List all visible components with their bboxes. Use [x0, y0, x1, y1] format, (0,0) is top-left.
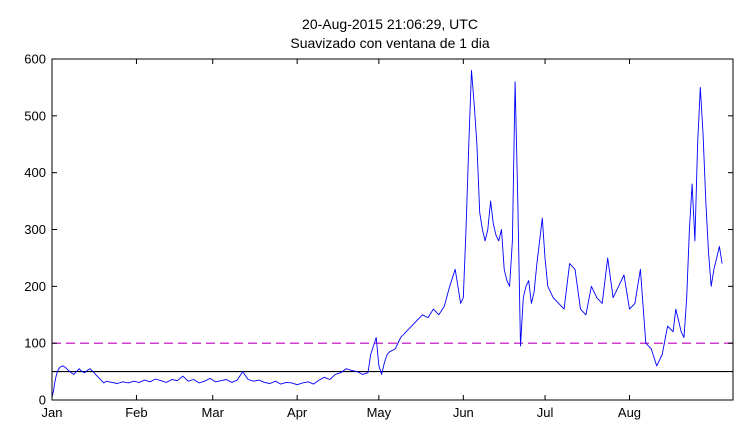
y-tick-label-200: 200: [24, 279, 46, 294]
y-tick-label-600: 600: [24, 52, 46, 67]
x-tick-label-jan: Jan: [42, 405, 63, 420]
chart-subtitle: Suavizado con ventana de 1 dia: [290, 35, 489, 51]
y-tick-label-400: 400: [24, 165, 46, 180]
series-line-0: [51, 69, 723, 398]
x-tick-label-jul: Jul: [537, 405, 554, 420]
x-tick-label-mar: Mar: [202, 405, 225, 420]
plot-area: 0 100 200 300 400 500 600 Jan Feb Mar Apr May Jun Jul…: [24, 52, 734, 420]
y-tick-label-100: 100: [24, 336, 46, 351]
y-tick-label-300: 300: [24, 222, 46, 237]
chart-title: 20-Aug-2015 21:06:29, UTC: [302, 16, 478, 32]
x-tick-label-may: May: [367, 405, 392, 420]
y-tick-label-500: 500: [24, 108, 46, 123]
plot-frame: [51, 58, 734, 401]
x-tick-label-feb: Feb: [125, 405, 147, 420]
x-tick-label-jun: Jun: [453, 405, 474, 420]
y-tick-label-0: 0: [39, 393, 46, 408]
x-tick-label-apr: Apr: [287, 405, 308, 420]
x-tick-label-aug: Aug: [618, 405, 641, 420]
